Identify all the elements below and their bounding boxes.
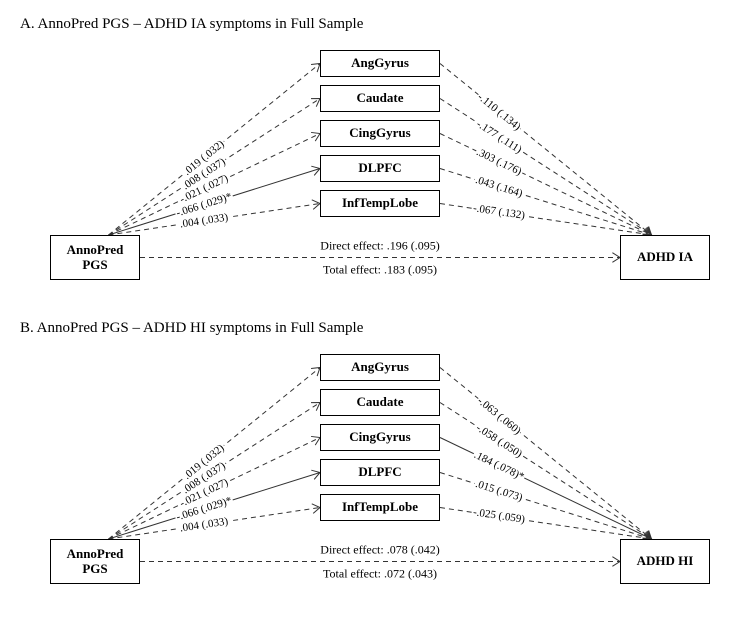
mediator-box: AngGyrus [320,354,440,381]
target-box: ADHD HI [620,539,710,584]
mediator-box: CingGyrus [320,120,440,147]
direct-effect-label: Direct effect: .196 (.095) [320,238,439,253]
mediator-box: CingGyrus [320,424,440,451]
mediator-box: Caudate [320,85,440,112]
mediator-box: DLPFC [320,459,440,486]
mediator-box: AngGyrus [320,50,440,77]
panel-title: B. AnnoPred PGS – ADHD HI symptoms in Fu… [20,320,730,337]
direct-effect-label: Direct effect: .078 (.042) [320,542,439,557]
path-diagram: AngGyrus Caudate CingGyrus DLPFC InfTempLobe… [20,339,730,604]
target-box: ADHD IA [620,235,710,280]
panel-title: A. AnnoPred PGS – ADHD IA symptoms in Fu… [20,16,730,33]
panel: A. AnnoPred PGS – ADHD IA symptoms in Fu… [20,16,730,300]
mediator-box: InfTempLobe [320,190,440,217]
mediator-box: Caudate [320,389,440,416]
total-effect-label: Total effect: .183 (.095) [323,262,437,277]
mediator-box: DLPFC [320,155,440,182]
total-effect-label: Total effect: .072 (.043) [323,566,437,581]
source-box: AnnoPredPGS [50,235,140,280]
path-diagram: AngGyrus Caudate CingGyrus DLPFC InfTempLobe… [20,35,730,300]
mediator-box: InfTempLobe [320,494,440,521]
source-box: AnnoPredPGS [50,539,140,584]
panel: B. AnnoPred PGS – ADHD HI symptoms in Fu… [20,320,730,604]
